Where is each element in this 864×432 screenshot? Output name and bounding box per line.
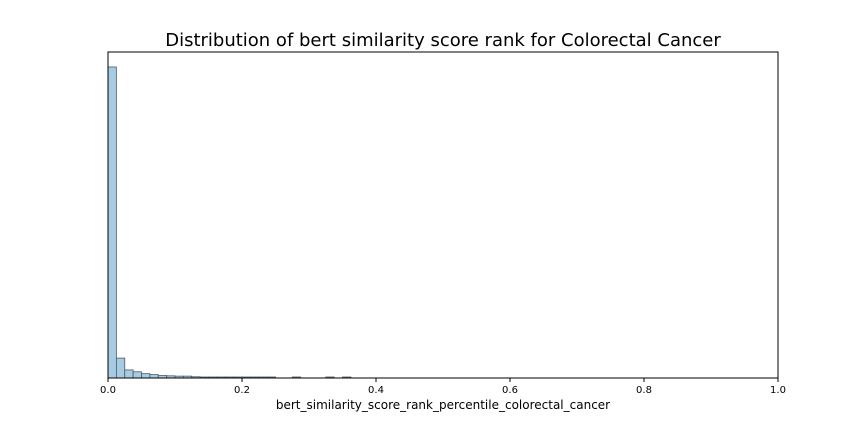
x-axis-ticks: 0.0 0.2 0.4 0.6 0.8 1.0 bbox=[100, 378, 786, 396]
x-tick-label: 0.0 bbox=[100, 385, 116, 396]
chart-title: Distribution of bert similarity score ra… bbox=[165, 30, 721, 51]
x-tick-label: 0.2 bbox=[234, 385, 250, 396]
histogram-bar bbox=[141, 373, 151, 379]
x-axis-label: bert_similarity_score_rank_percentile_co… bbox=[276, 398, 610, 412]
histogram-bar bbox=[124, 369, 134, 379]
histogram-bar bbox=[107, 66, 117, 379]
histogram-bar bbox=[149, 374, 159, 379]
histogram-bars bbox=[107, 66, 352, 379]
histogram-bar bbox=[115, 357, 126, 379]
x-tick-label: 0.8 bbox=[636, 385, 652, 396]
histogram-bar bbox=[132, 371, 142, 379]
x-tick-label: 1.0 bbox=[770, 385, 786, 396]
x-tick-label: 0.4 bbox=[368, 385, 384, 396]
plot-frame bbox=[107, 51, 779, 379]
x-tick-label: 0.6 bbox=[502, 385, 518, 396]
